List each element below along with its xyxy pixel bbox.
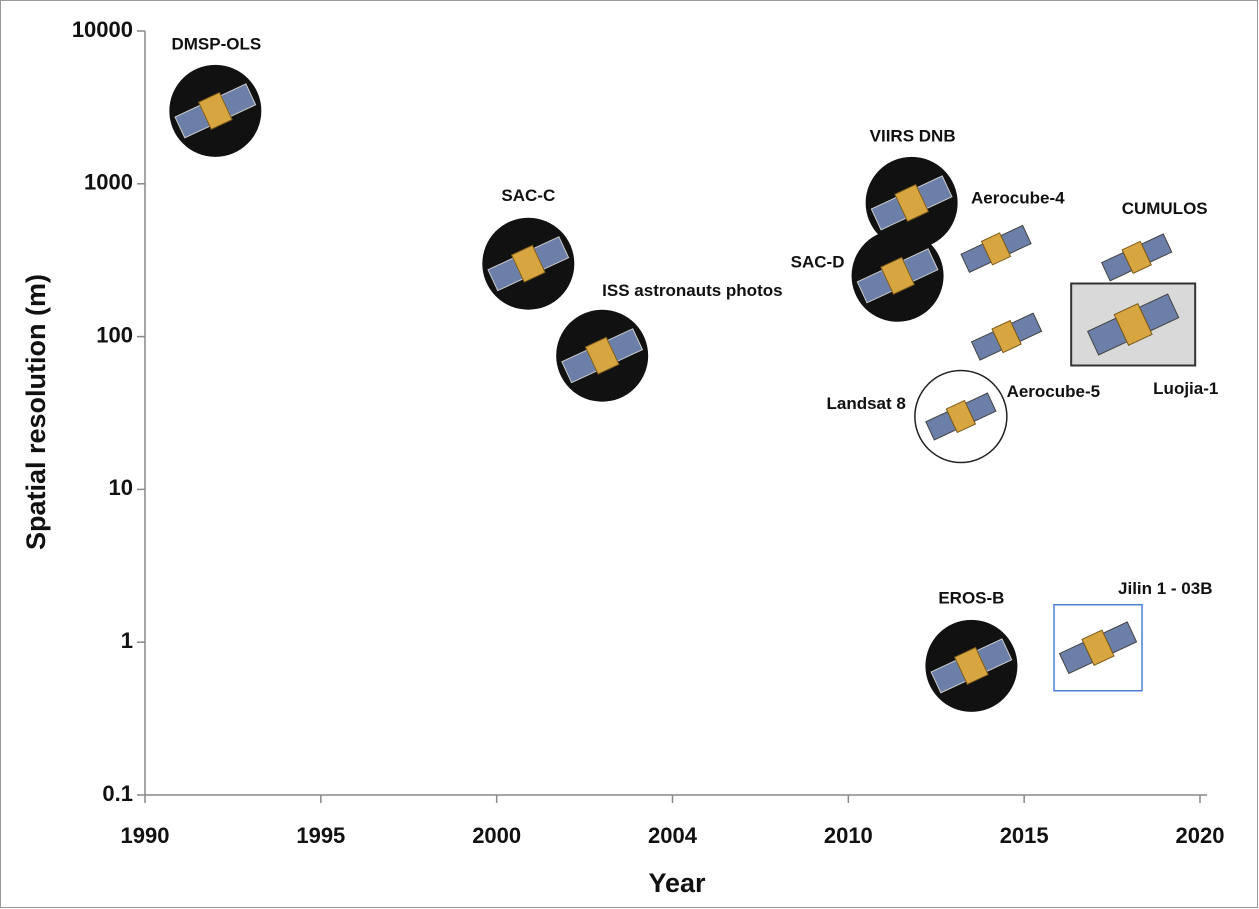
satellite-body bbox=[980, 232, 1012, 266]
satellite-body bbox=[510, 244, 546, 283]
satellite-body bbox=[1121, 240, 1152, 275]
satellite-marker bbox=[482, 217, 575, 310]
satellite-marker bbox=[1070, 282, 1197, 367]
satellite-marker bbox=[865, 156, 958, 249]
y-tick-label: 1000 bbox=[84, 170, 133, 195]
point-label: Jilin 1 - 03B bbox=[1118, 579, 1212, 598]
point-label: Landsat 8 bbox=[827, 394, 906, 413]
point-label: DMSP-OLS bbox=[171, 34, 261, 53]
x-tick-label: 2004 bbox=[648, 823, 698, 848]
satellite-body bbox=[894, 183, 930, 222]
point-label: Aerocube-5 bbox=[1007, 382, 1101, 401]
satellite-marker bbox=[960, 224, 1032, 273]
x-tick-label: 2000 bbox=[472, 823, 521, 848]
y-tick-label: 0.1 bbox=[102, 781, 133, 806]
satellite-body bbox=[1113, 303, 1153, 346]
point-label: CUMULOS bbox=[1122, 199, 1208, 218]
y-tick-label: 10000 bbox=[72, 17, 133, 42]
point-label: EROS-B bbox=[938, 588, 1004, 607]
satellite-marker bbox=[970, 312, 1043, 361]
x-tick-label: 2015 bbox=[1000, 823, 1049, 848]
satellite-marker bbox=[914, 369, 1008, 464]
point-label: VIIRS DNB bbox=[870, 126, 956, 145]
y-axis-title: Spatial resolution (m) bbox=[21, 274, 51, 550]
satellite-marker bbox=[1053, 603, 1143, 692]
satellite-body bbox=[880, 256, 915, 295]
satellite-body bbox=[197, 91, 233, 130]
satellite-marker bbox=[169, 64, 262, 157]
x-tick-label: 2020 bbox=[1176, 823, 1225, 848]
satellite-body bbox=[954, 646, 989, 685]
point-label: ISS astronauts photos bbox=[602, 281, 782, 300]
satellite-marker bbox=[556, 309, 649, 402]
x-axis-title: Year bbox=[648, 868, 706, 898]
y-tick-label: 100 bbox=[96, 322, 133, 347]
x-tick-label: 2010 bbox=[824, 823, 873, 848]
x-tick-label: 1990 bbox=[121, 823, 170, 848]
satellite-marker bbox=[925, 619, 1018, 712]
x-tick-label: 1995 bbox=[296, 823, 345, 848]
point-label: Luojia-1 bbox=[1153, 379, 1218, 398]
satellite-body bbox=[584, 336, 620, 375]
point-label: SAC-C bbox=[501, 186, 555, 205]
satellite-body bbox=[945, 399, 977, 434]
satellite-body bbox=[991, 319, 1022, 354]
satellite-marker bbox=[851, 229, 944, 322]
y-tick-label: 1 bbox=[121, 628, 133, 653]
point-label: SAC-D bbox=[791, 252, 845, 271]
satellite-body bbox=[1081, 629, 1115, 667]
satellite-marker bbox=[1100, 233, 1173, 282]
y-tick-label: 10 bbox=[109, 475, 133, 500]
point-label: Aerocube-4 bbox=[971, 188, 1065, 207]
